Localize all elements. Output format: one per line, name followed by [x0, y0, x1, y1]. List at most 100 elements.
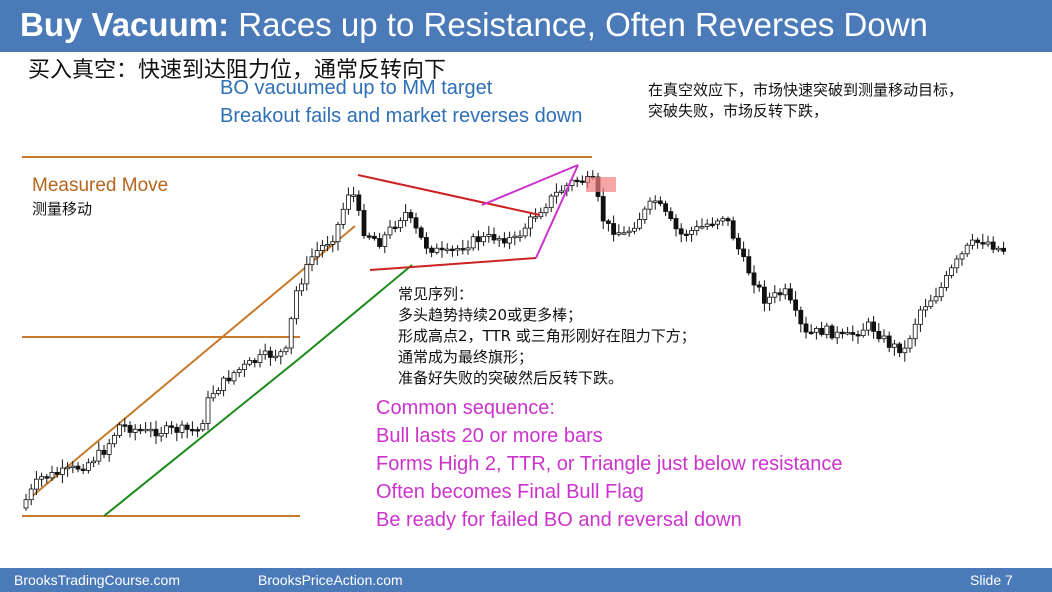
price-bar-body [720, 218, 726, 222]
price-bar-body [845, 332, 850, 335]
price-bar-body [684, 233, 689, 237]
footer-link-middle[interactable]: BrooksPriceAction.com [258, 572, 403, 588]
price-bar-body [621, 232, 627, 235]
price-bar-body [704, 223, 710, 227]
wedge-lower-line [535, 164, 579, 259]
price-bar-body [632, 227, 637, 232]
price-bar-body [65, 466, 70, 470]
price-bar-body [496, 238, 502, 241]
price-bar-body [278, 351, 284, 357]
price-bar-body [491, 234, 497, 241]
price-bar-body [772, 292, 778, 298]
price-bar-body [158, 432, 164, 437]
price-bar-body [767, 296, 772, 304]
price-bar-body [153, 428, 159, 437]
price-bar-body [132, 428, 138, 433]
price-bar-body [96, 449, 102, 462]
price-bar-body [533, 216, 538, 219]
price-bar-body [54, 471, 60, 475]
footer-link-left[interactable]: BrooksTradingCourse.com [14, 572, 180, 588]
price-bar-body [559, 190, 564, 193]
price-bar-body [226, 377, 232, 382]
price-bar-body [205, 397, 211, 424]
top-cn-note: 在真空效应下，市场快速突破到测量移动目标， 突破失败，市场反转下跌， [648, 80, 963, 122]
price-bar-body [923, 306, 928, 311]
price-bar-body [626, 230, 632, 234]
price-bar-body [543, 207, 549, 214]
price-bar-body [756, 284, 762, 288]
price-bar-body [470, 236, 476, 249]
price-bar-body [28, 488, 34, 501]
cn-sequence: 常见序列： 多头趋势持续20或更多棒； 形成高点2，TTR 或三角形刚好在阻力下… [398, 284, 696, 389]
price-bar-body [39, 476, 44, 480]
price-bar-body [371, 235, 377, 239]
price-bar-body [236, 369, 242, 373]
price-bar-body [886, 335, 892, 348]
price-bar-body [850, 332, 856, 335]
price-bar-body [762, 286, 767, 304]
bull-trend-line-upper [299, 264, 413, 359]
cn-seq-4: 准备好失败的突破然后反转下跌。 [398, 369, 624, 387]
price-bar-body [403, 212, 409, 222]
price-bar-body [689, 230, 694, 235]
title-bar: Buy Vacuum: Races up to Resistance, Ofte… [0, 0, 1052, 52]
price-bar-body [70, 465, 76, 469]
price-bar-body [23, 499, 29, 509]
price-bar-body [892, 343, 897, 348]
price-bar-body [970, 239, 975, 246]
price-bar-body [293, 290, 299, 320]
price-bar-body [954, 258, 960, 269]
price-bar-body [273, 355, 279, 359]
price-bar-body [985, 241, 991, 245]
price-bar-body [694, 226, 700, 231]
slide-title: Buy Vacuum: Races up to Resistance, Ofte… [20, 6, 928, 44]
price-bar-body [387, 226, 393, 236]
price-bar-body [247, 360, 253, 365]
price-bar-body [413, 217, 419, 229]
price-bar-body [834, 331, 840, 339]
price-bar-body [725, 218, 731, 222]
price-bar-body [663, 203, 668, 212]
price-bar-body [434, 247, 440, 253]
price-bar-body [309, 256, 315, 265]
footer-bar: BrooksTradingCourse.com BrooksPriceActio… [0, 568, 1052, 592]
price-bar-body [808, 331, 814, 335]
wedge-upper-line [481, 164, 579, 206]
price-bar-body [174, 426, 180, 433]
price-bar-body [751, 272, 757, 286]
price-bar-body [460, 248, 466, 251]
price-bar-body [730, 220, 736, 239]
price-bar-body [637, 219, 642, 229]
price-bar-body [652, 200, 658, 203]
price-bar-body [377, 238, 383, 247]
price-bar-body [788, 288, 793, 301]
price-bar-body [829, 325, 835, 339]
price-bar-body [517, 235, 523, 238]
title-bold: Buy Vacuum: [20, 6, 230, 43]
price-bar-body [231, 372, 237, 382]
price-bar-body [210, 393, 216, 399]
price-bar-body [356, 194, 362, 211]
price-bar-body [871, 321, 876, 332]
price-bar-body [512, 235, 518, 239]
price-bar-body [647, 200, 653, 210]
price-bar-body [257, 354, 263, 364]
price-bar-body [918, 309, 923, 325]
price-bar-body [715, 220, 720, 225]
price-bar-body [866, 321, 871, 331]
price-bar-body [606, 220, 611, 224]
price-bar-body [741, 248, 746, 258]
price-bar-body [944, 275, 949, 288]
blue-line-2: Breakout fails and market reverses down [220, 105, 583, 127]
price-bar-body [283, 347, 289, 353]
price-bar-body [486, 234, 492, 237]
price-bar-body [522, 227, 528, 237]
price-bar-body [673, 218, 679, 230]
price-bar-body [501, 238, 507, 244]
en-seq-2: Forms High 2, TTR, or Triangle just belo… [376, 453, 843, 475]
price-bar-body [444, 248, 450, 252]
price-bar-body [782, 288, 788, 296]
price-bar-body [746, 256, 752, 274]
price-bar-body [777, 292, 783, 296]
price-bar-body [299, 283, 305, 292]
